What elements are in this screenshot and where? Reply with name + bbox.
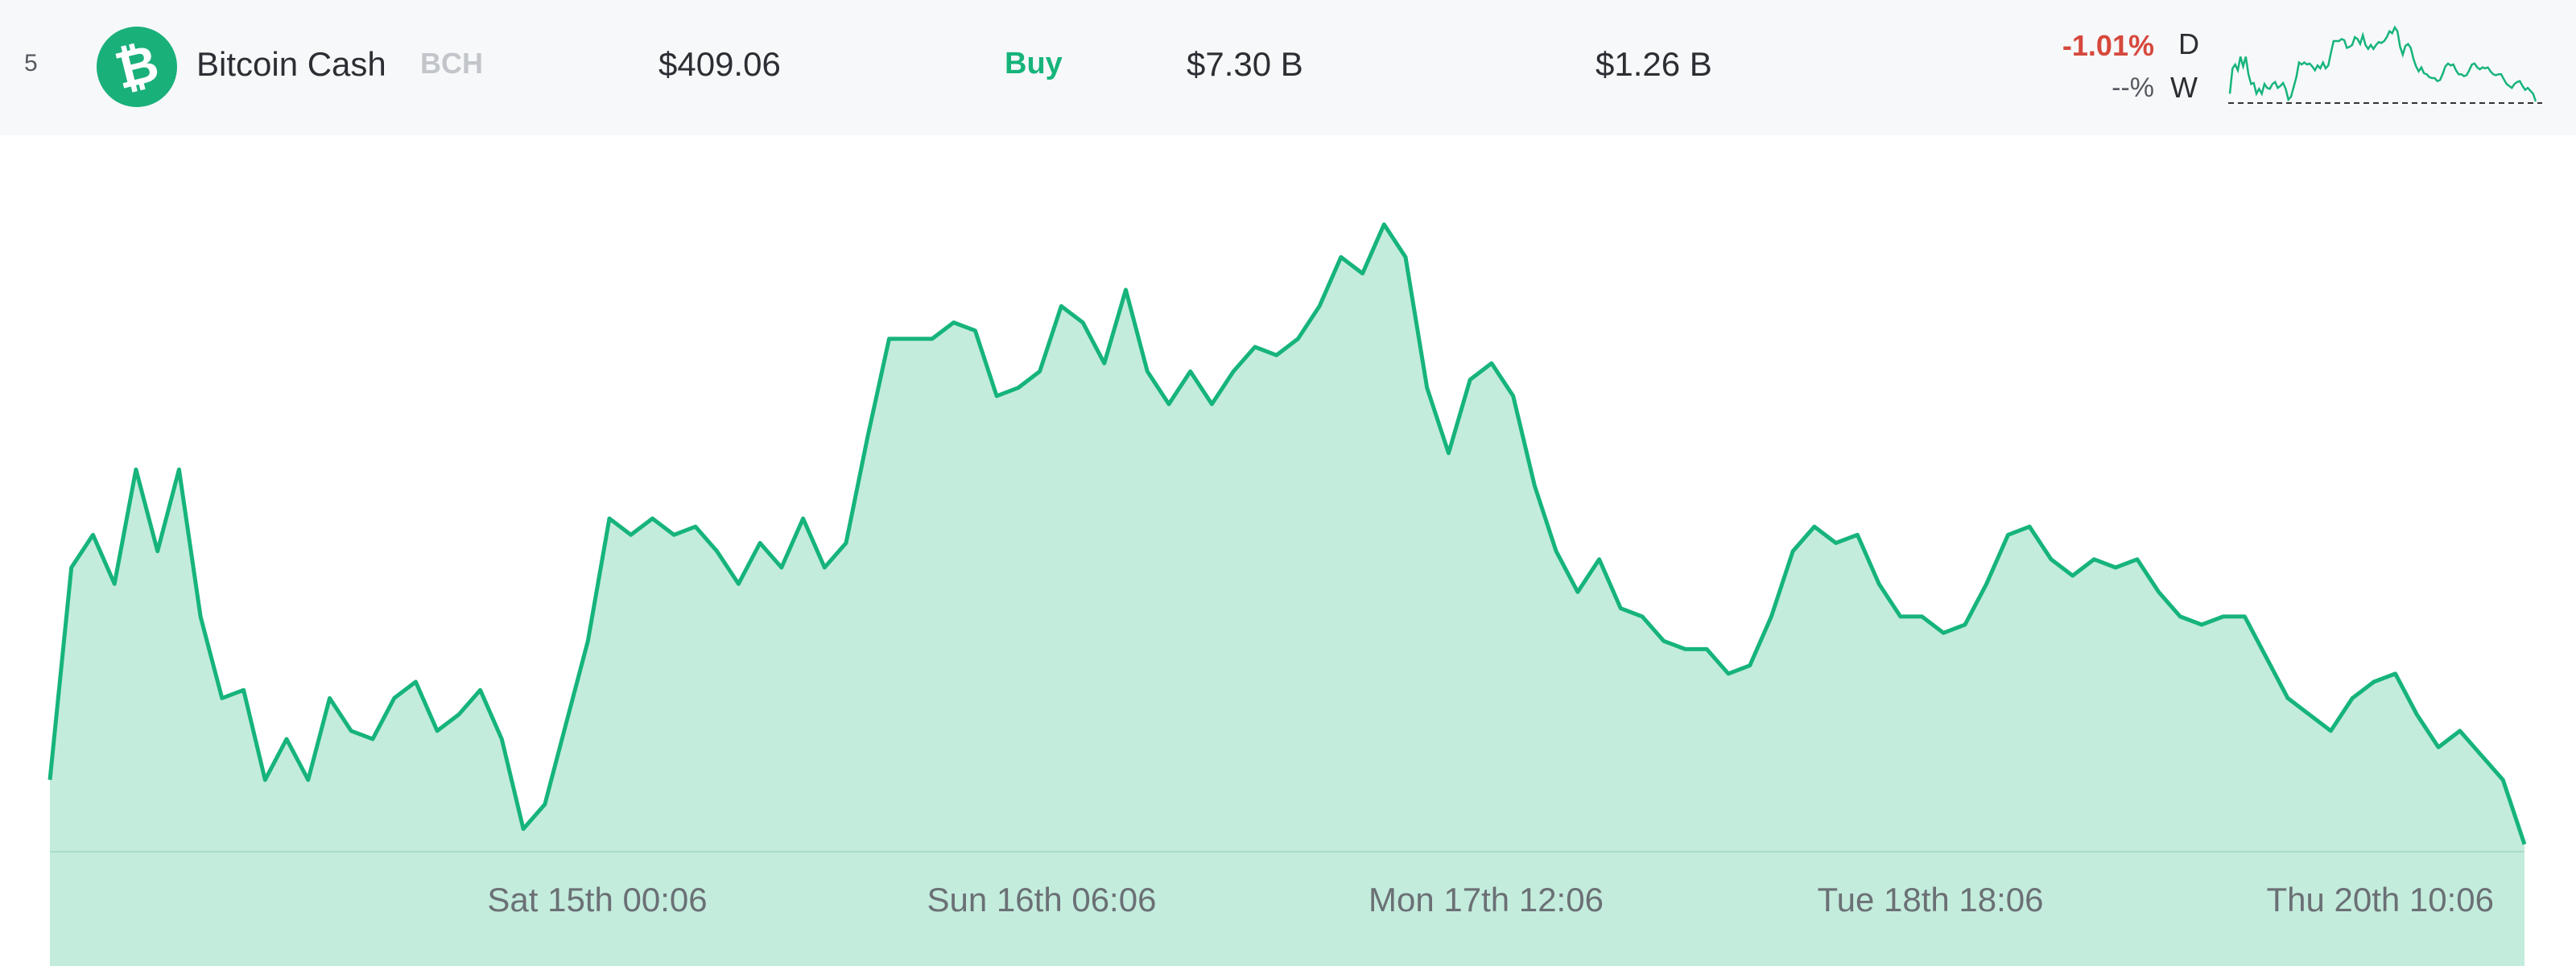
- week-change-label: W: [2170, 71, 2198, 104]
- day-change-label: D: [2178, 27, 2199, 60]
- rank-number: 5: [24, 50, 38, 76]
- market-cap-value: $7.30 B: [1187, 45, 1303, 83]
- sparkline-series: [2228, 25, 2537, 102]
- sparkline-chart: [2228, 25, 2542, 104]
- x-tick-label: Tue 18th 18:06: [1818, 881, 2044, 919]
- coin-name[interactable]: Bitcoin Cash: [196, 45, 386, 83]
- x-tick-label: Sun 16th 06:06: [927, 881, 1157, 919]
- x-tick-label: Thu 20th 10:06: [2266, 881, 2494, 919]
- price-line-series: [47, 222, 2527, 845]
- week-change-value: --%: [2112, 72, 2154, 103]
- buy-button[interactable]: Buy: [1005, 47, 1063, 80]
- x-tick-label: Sat 15th 00:06: [487, 881, 707, 919]
- price-area-fill: [50, 224, 2524, 966]
- coin-symbol: BCH: [420, 47, 483, 80]
- price-chart[interactable]: Sat 15th 00:06 Sun 16th 06:06 Mon 17th 12:…: [0, 135, 2576, 966]
- coin-price: $409.06: [658, 45, 781, 83]
- day-change-value: -1.01%: [2062, 29, 2154, 62]
- volume-value: $1.26 B: [1596, 45, 1712, 83]
- bitcoin-cash-icon: ₿: [97, 27, 177, 107]
- x-tick-label: Mon 17th 12:06: [1368, 881, 1604, 919]
- coin-row[interactable]: 5 ₿ Bitcoin Cash BCH $409.06 Buy $7.30 B…: [0, 0, 2576, 135]
